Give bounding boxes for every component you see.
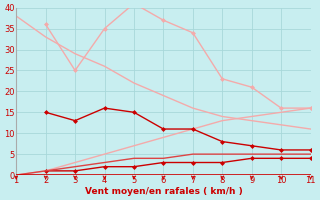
X-axis label: Vent moyen/en rafales ( km/h ): Vent moyen/en rafales ( km/h ) (84, 187, 242, 196)
